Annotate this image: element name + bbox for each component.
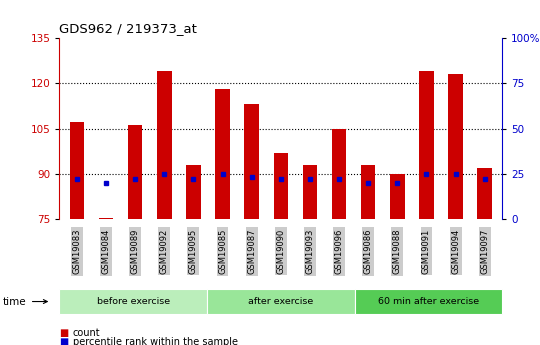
Bar [390, 174, 404, 219]
Text: ■: ■ [59, 337, 69, 345]
Text: time: time [3, 297, 26, 306]
Text: ■: ■ [59, 328, 69, 338]
Bar [477, 168, 492, 219]
Bar [157, 71, 172, 219]
Bar [361, 165, 375, 219]
Text: 60 min after exercise: 60 min after exercise [378, 297, 479, 306]
Bar [128, 126, 143, 219]
Bar [419, 71, 434, 219]
Bar [245, 104, 259, 219]
Bar [302, 165, 317, 219]
Bar [215, 89, 230, 219]
Text: before exercise: before exercise [97, 297, 170, 306]
Bar [99, 218, 113, 219]
Text: GDS962 / 219373_at: GDS962 / 219373_at [59, 22, 197, 36]
Bar [274, 152, 288, 219]
Bar [448, 74, 463, 219]
Text: count: count [73, 328, 100, 338]
Bar [332, 128, 346, 219]
Bar [70, 122, 84, 219]
Bar [186, 165, 201, 219]
Text: after exercise: after exercise [248, 297, 313, 306]
Text: percentile rank within the sample: percentile rank within the sample [73, 337, 238, 345]
